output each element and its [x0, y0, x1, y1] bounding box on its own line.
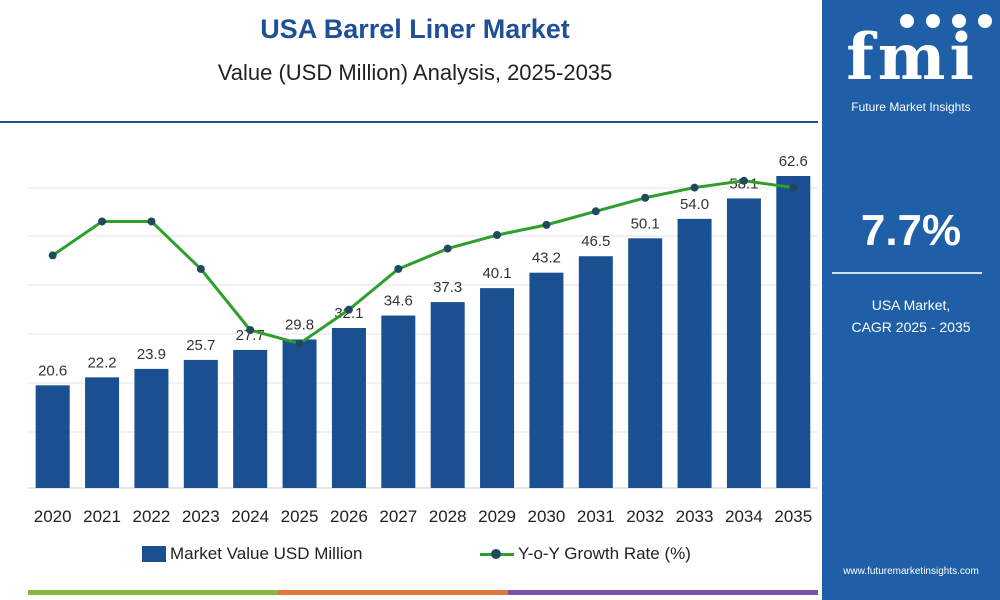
bar-2023	[183, 359, 218, 488]
bar-2021	[85, 377, 120, 488]
x-tick-2022: 2022	[133, 507, 171, 526]
bar-2024	[233, 349, 268, 488]
logo-icons	[900, 14, 992, 28]
growth-point-2031	[591, 207, 600, 216]
bar-label-2032: 50.1	[631, 215, 660, 232]
growth-line-path	[51, 179, 794, 346]
x-tick-labels: 2020 2021 2022 2023 2024 2025 2026 2027 2028 2029…	[34, 507, 812, 526]
growth-point-2025	[295, 339, 304, 348]
bar-label-2029: 40.1	[482, 265, 511, 282]
legend-line-swatch	[480, 548, 514, 559]
legend-growth-rate: Y-o-Y Growth Rate (%)	[480, 544, 691, 564]
bar-label-2025: 29.8	[285, 316, 314, 333]
growth-line	[48, 176, 798, 348]
cagr-value: 7.7%	[860, 206, 962, 255]
growth-point-2035	[789, 183, 798, 192]
legend-bar-swatch	[142, 546, 166, 562]
bar-2027	[381, 315, 416, 488]
x-tick-2020: 2020	[34, 507, 72, 526]
panel-divider	[832, 272, 982, 274]
growth-point-2026	[344, 305, 353, 314]
bar-labels: 20.622.223.925.727.729.832.134.637.340.1…	[38, 153, 808, 379]
bar-label-2035: 62.6	[779, 153, 808, 170]
growth-point-2033	[690, 183, 699, 192]
bar-label-2027: 34.6	[384, 293, 413, 310]
legend-market-value: Market Value USD Million	[142, 544, 362, 564]
growth-point-2032	[641, 193, 650, 202]
bar-label-2023: 25.7	[186, 337, 215, 354]
bar-2029	[480, 288, 515, 488]
growth-point-2029	[493, 231, 502, 240]
growth-point-2034	[739, 176, 748, 185]
bar-label-2033: 54.0	[680, 196, 709, 213]
x-tick-2024: 2024	[231, 507, 269, 526]
growth-point-2028	[443, 244, 452, 253]
bar-2026	[331, 328, 366, 488]
growth-point-2022	[147, 217, 156, 226]
growth-point-2024	[246, 326, 255, 334]
x-tick-2026: 2026	[330, 507, 368, 526]
chart-subtitle: Value (USD Million) Analysis, 2025-2035	[217, 60, 613, 85]
x-tick-2032: 2032	[626, 507, 664, 526]
bar-label-2030: 43.2	[532, 250, 561, 267]
title-divider	[0, 121, 818, 123]
x-tick-2027: 2027	[379, 507, 417, 526]
bottom-bar-purple	[508, 590, 818, 595]
growth-point-2027	[394, 264, 403, 273]
cagr-label-line1: USA Market,	[871, 297, 951, 313]
fmi-logo: fmi	[832, 14, 992, 95]
cagr-label: USA Market, CAGR 2025 - 2035	[822, 294, 1000, 338]
bar-label-2022: 23.9	[137, 346, 166, 363]
logo-text: fmi	[846, 20, 978, 95]
x-tick-2021: 2021	[83, 507, 121, 526]
x-tick-2030: 2030	[528, 507, 566, 526]
bar-2031	[578, 256, 613, 488]
bar-label-2021: 22.2	[87, 354, 116, 371]
x-tick-2035: 2035	[774, 507, 812, 526]
bar-2025	[282, 339, 317, 488]
bottom-bar-orange	[278, 590, 508, 595]
bar-2020	[35, 385, 70, 488]
growth-point-2030	[542, 220, 551, 229]
bottom-bar-green	[28, 590, 278, 595]
bar-2035	[776, 176, 811, 488]
chart-title: USA Barrel Liner Market	[260, 14, 570, 44]
bars	[35, 176, 811, 489]
bar-label-2028: 37.3	[433, 279, 462, 296]
sidebar-panel: fmi Future Market Insights 7.7% USA Mark…	[822, 0, 1000, 600]
x-tick-2028: 2028	[429, 507, 467, 526]
bar-2028	[430, 302, 465, 488]
bar-2022	[134, 368, 169, 488]
bar-2032	[628, 238, 663, 488]
x-tick-2033: 2033	[676, 507, 714, 526]
website-url: www.futuremarketinsights.com	[843, 566, 979, 577]
bar-2030	[529, 272, 564, 488]
brand-name: Future Market Insights	[851, 100, 971, 114]
legend-growth-rate-label: Y-o-Y Growth Rate (%)	[518, 544, 691, 563]
x-tick-2029: 2029	[478, 507, 516, 526]
x-tick-2034: 2034	[725, 507, 763, 526]
bar-2034	[726, 198, 761, 489]
x-tick-2023: 2023	[182, 507, 220, 526]
x-tick-2031: 2031	[577, 507, 615, 526]
bar-label-2020: 20.6	[38, 362, 67, 379]
growth-point-2020	[48, 251, 57, 260]
growth-point-2023	[196, 264, 205, 273]
bar-label-2031: 46.5	[581, 233, 610, 250]
cagr-label-line2: CAGR 2025 - 2035	[851, 319, 971, 335]
x-tick-2025: 2025	[281, 507, 319, 526]
legend-market-value-label: Market Value USD Million	[170, 544, 363, 563]
growth-point-2021	[98, 217, 107, 226]
bar-2033	[677, 218, 712, 489]
bar-line-chart: 20.622.223.925.727.729.832.134.637.340.1…	[28, 153, 818, 526]
